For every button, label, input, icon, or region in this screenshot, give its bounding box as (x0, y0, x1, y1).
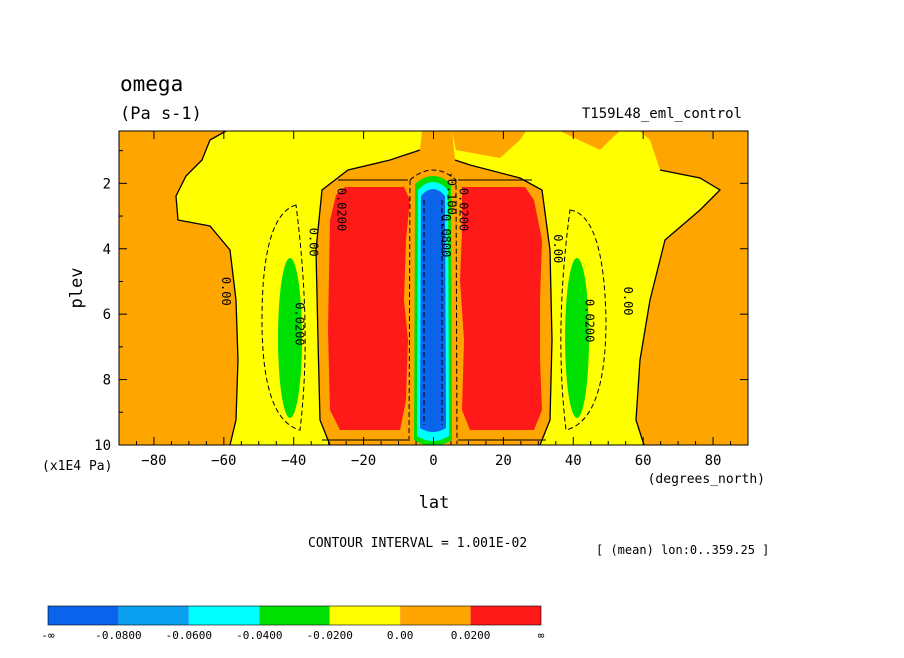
x-tick-label: 0 (429, 453, 437, 469)
red-region-south (328, 187, 410, 430)
dashed-contours (261, 169, 607, 445)
x-axis-title: lat (419, 493, 450, 513)
x-tick-label: 20 (495, 453, 512, 469)
colorbar-frame (47, 605, 542, 626)
colorbar-label: 0.0200 (451, 629, 491, 642)
contour-label: 0.0200 (583, 299, 597, 342)
zero-contour-inner-north (454, 159, 553, 445)
contour-label: 0.00 (621, 287, 635, 316)
colorbar-swatch (259, 606, 330, 625)
x-axis-units: (degrees_north) (648, 472, 765, 487)
contour-label: 0.0200 (334, 188, 348, 231)
colorbar-swatch (48, 606, 119, 625)
y-axis: 2 4 6 8 10 (94, 150, 748, 454)
x-tick-label: −80 (141, 453, 166, 469)
contour-label: 0.0200 (457, 188, 471, 231)
zero-contour-south (175, 131, 239, 445)
dashed-contour-itcz-1 (409, 169, 458, 445)
positive-contour-south (322, 179, 408, 441)
contour-field (119, 131, 748, 445)
contour-label: 0.00 (306, 228, 320, 257)
colorbar-label: ∞ (538, 629, 545, 642)
colorbar-swatch (400, 606, 471, 625)
green-region-north (565, 258, 589, 418)
contour-label: 0.0200 (292, 302, 306, 345)
colorbar-label: 0.00 (387, 629, 414, 642)
zero-contour-inner-south (315, 149, 421, 445)
y-tick-label: 6 (103, 307, 111, 323)
zero-contours (175, 131, 722, 445)
contour-label: 0.00 (219, 277, 233, 306)
dashed-contour-itcz-2 (408, 179, 411, 445)
x-tick-label: 40 (565, 453, 582, 469)
x-axis: −80 −60 −40 −20 0 20 40 60 80 (118, 131, 749, 469)
x-tick-label: −40 (281, 453, 306, 469)
contour-label: -0.100 (444, 171, 458, 214)
y-tick-label: 2 (103, 176, 111, 192)
y-axis-title: plev (67, 268, 87, 309)
x-tick-label: −60 (211, 453, 236, 469)
y-tick-label: 10 (94, 438, 111, 454)
blue-itcz-core (420, 189, 446, 432)
y-axis-units: (x1E4 Pa) (42, 459, 112, 474)
zero-contour-north (635, 169, 722, 445)
chart-title: omega (120, 72, 183, 96)
colorbar-label: -0.0600 (166, 629, 212, 642)
y-tick-label: 4 (103, 242, 111, 258)
green-region-south (278, 258, 302, 418)
colorbar-label: -0.0200 (307, 629, 353, 642)
colorbar-swatch (118, 606, 189, 625)
dashed-contour-south (261, 204, 306, 431)
colorbar-label: -0.0800 (95, 629, 141, 642)
colorbar-label: -∞ (41, 629, 55, 642)
chart-units: (Pa s-1) (120, 104, 202, 124)
x-tick-label: 60 (635, 453, 652, 469)
contour-label: 0.00 (551, 234, 565, 263)
y-tick-label: 8 (103, 373, 111, 389)
subset-label: [ (mean) lon:0..359.25 ] (596, 543, 769, 557)
x-tick-label: 80 (705, 453, 722, 469)
colorbar: -∞ -0.0800 -0.0600 -0.0400 -0.0200 0.00 0.0200… (41, 605, 545, 642)
contour-label: 0.0800 (439, 214, 453, 257)
positive-contours (322, 179, 546, 441)
dashed-contour-itcz-3 (423, 200, 443, 425)
contour-interval-label: CONTOUR INTERVAL = 1.001E-02 (308, 536, 527, 551)
colorbar-swatch (470, 606, 541, 625)
x-tick-label: −20 (351, 453, 376, 469)
colorbar-swatch (329, 606, 401, 625)
colorbar-label: -0.0400 (236, 629, 282, 642)
colorbar-swatch (188, 606, 260, 625)
red-region-north (460, 187, 542, 430)
positive-contour-north (458, 179, 546, 441)
experiment-label: T159L48_eml_control (582, 106, 742, 122)
